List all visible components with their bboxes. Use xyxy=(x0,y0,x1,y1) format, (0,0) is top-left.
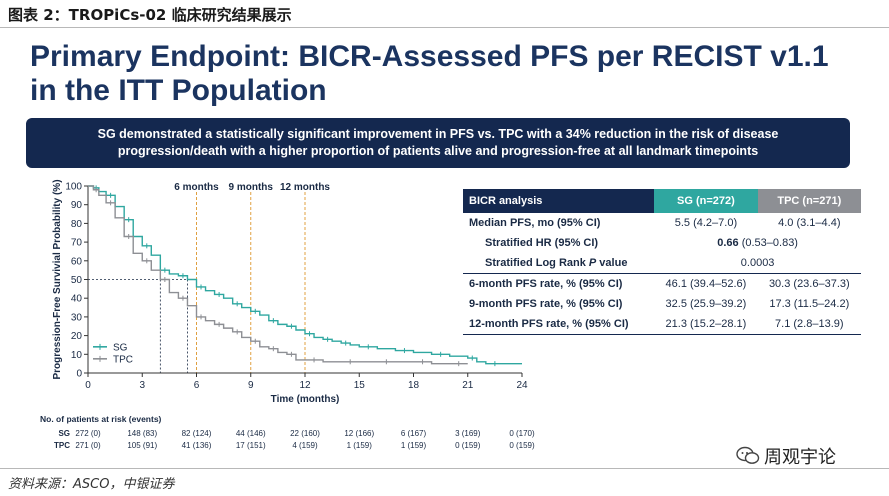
bicr-results-table: BICR analysis SG (n=272) TPC (n=271) Med… xyxy=(463,189,861,335)
y-tick-label: 10 xyxy=(71,350,83,361)
logrank-label-p: P xyxy=(588,257,597,269)
header-bicr-analysis: BICR analysis xyxy=(463,189,655,213)
at-risk-value: 17 (151) xyxy=(236,441,266,450)
figure-caption: 图表 2：TROPiCs-02 临床研究结果展示 xyxy=(8,6,292,24)
cell-sg: 21.3 (15.2–28.1) xyxy=(654,314,758,335)
x-axis-title: Time (months) xyxy=(271,394,340,405)
table-row-9mo: 9-month PFS rate, % (95% CI) 32.5 (25.9–… xyxy=(463,294,861,314)
cell-tpc: 30.3 (23.6–37.3) xyxy=(757,273,861,294)
at-risk-value: 82 (124) xyxy=(182,429,212,438)
at-risk-value: 1 (159) xyxy=(347,441,373,450)
wechat-watermark: 周观宇论 xyxy=(736,443,836,469)
row-label: 12-month PFS rate, % (95% CI) xyxy=(463,314,655,335)
cell-tpc: 4.0 (3.1–4.4) xyxy=(778,217,841,229)
row-label: Median PFS, mo (95% CI) xyxy=(469,217,601,229)
logrank-label-b: value xyxy=(596,257,628,269)
y-tick-label: 20 xyxy=(71,331,83,342)
at-risk-value: 12 (166) xyxy=(344,429,374,438)
y-tick-label: 40 xyxy=(71,294,83,305)
x-tick-label: 24 xyxy=(516,380,528,391)
table-header-row: BICR analysis SG (n=272) TPC (n=271) xyxy=(463,189,861,213)
x-tick-label: 6 xyxy=(194,380,200,391)
figure-source: 资料来源：ASCO，中银证券 xyxy=(8,477,175,492)
at-risk-value: 0 (159) xyxy=(509,441,535,450)
at-risk-value: 272 (0) xyxy=(75,429,101,438)
at-risk-value: 3 (169) xyxy=(455,429,481,438)
cell-sg: 46.1 (39.4–52.6) xyxy=(654,273,758,294)
at-risk-value: 6 (167) xyxy=(401,429,427,438)
table-row-median-pfs: Median PFS, mo (95% CI) 5.5 (4.2–7.0) 4.… xyxy=(463,213,861,233)
slide-title-line2: in the ITT Population xyxy=(30,74,327,107)
x-tick-label: 15 xyxy=(354,380,366,391)
at-risk-value: 271 (0) xyxy=(75,441,101,450)
y-tick-label: 60 xyxy=(71,256,83,267)
slide-title: Primary Endpoint: BICR-Assessed PFS per … xyxy=(30,40,870,108)
row-label: 9-month PFS rate, % (95% CI) xyxy=(469,298,623,310)
y-tick-label: 70 xyxy=(71,238,83,249)
km-curve-sg xyxy=(88,185,522,365)
cell-hr: 0.66 (0.53–0.83) xyxy=(654,233,861,253)
at-risk-value: 41 (136) xyxy=(182,441,212,450)
km-pfs-chart: 6 months 9 months 12 months010203040506070… xyxy=(40,179,535,450)
landmark-label: 6 months xyxy=(174,182,219,193)
y-axis-title: Progression-Free Survivial Probability (… xyxy=(52,179,63,379)
y-tick-label: 90 xyxy=(71,200,83,211)
table-row-6mo: 6-month PFS rate, % (95% CI) 46.1 (39.4–… xyxy=(463,273,861,294)
cell-tpc: 17.3 (11.5–24.2) xyxy=(769,298,850,310)
at-risk-row-label: TPC xyxy=(54,441,70,450)
y-tick-label: 100 xyxy=(65,182,82,193)
x-tick-label: 0 xyxy=(85,380,91,391)
at-risk-value: 22 (160) xyxy=(290,429,320,438)
x-tick-label: 21 xyxy=(462,380,474,391)
at-risk-value: 4 (159) xyxy=(292,441,318,450)
x-tick-label: 3 xyxy=(139,380,145,391)
legend-label-sg: SG xyxy=(113,342,128,353)
cell-pvalue: 0.0003 xyxy=(740,257,775,269)
table-row-hazard-ratio: Stratified HR (95% CI) 0.66 (0.53–0.83) xyxy=(463,233,861,253)
header-tpc: TPC (n=271) xyxy=(757,189,861,213)
cell-sg: 32.5 (25.9–39.2) xyxy=(665,298,747,310)
cell-tpc: 7.1 (2.8–13.9) xyxy=(757,314,861,335)
x-tick-label: 12 xyxy=(299,380,311,391)
x-tick-label: 18 xyxy=(408,380,420,391)
at-risk-row-label: SG xyxy=(58,429,70,438)
row-label: Stratified HR (95% CI) xyxy=(485,237,599,249)
banner-line2: progression/death with a higher proporti… xyxy=(117,144,759,158)
at-risk-value: 0 (159) xyxy=(455,441,481,450)
source-divider xyxy=(0,468,889,469)
wechat-icon xyxy=(736,446,760,464)
row-label: Stratified Log Rank P value xyxy=(463,253,654,274)
y-tick-label: 50 xyxy=(71,275,83,286)
key-finding-banner: SG demonstrated a statistically signific… xyxy=(26,118,850,168)
at-risk-value: 0 (170) xyxy=(509,429,535,438)
y-tick-label: 80 xyxy=(71,219,83,230)
cell-sg: 5.5 (4.2–7.0) xyxy=(674,217,738,229)
at-risk-value: 44 (146) xyxy=(236,429,266,438)
slide-title-line1: Primary Endpoint: BICR-Assessed PFS per … xyxy=(30,40,829,73)
at-risk-value: 148 (83) xyxy=(127,429,157,438)
km-curve-tpc xyxy=(88,185,468,365)
x-tick-label: 9 xyxy=(248,380,254,391)
caption-divider xyxy=(0,27,889,28)
hr-value: 0.66 xyxy=(717,237,739,249)
y-tick-label: 30 xyxy=(71,312,83,323)
banner-line1: SG demonstrated a statistically signific… xyxy=(97,127,779,141)
landmark-label: 12 months xyxy=(280,182,330,193)
row-label: 6-month PFS rate, % (95% CI) xyxy=(463,273,655,294)
hr-ci: (0.53–0.83) xyxy=(738,237,798,249)
watermark-text: 周观宇论 xyxy=(764,447,836,468)
table-row-log-rank: Stratified Log Rank P value 0.0003 xyxy=(463,253,861,274)
at-risk-value: 105 (91) xyxy=(127,441,157,450)
landmark-label: 9 months xyxy=(229,182,274,193)
at-risk-title: No. of patients at risk (events) xyxy=(40,414,162,424)
header-sg: SG (n=272) xyxy=(654,189,758,213)
y-tick-label: 0 xyxy=(76,369,82,380)
table-row-12mo: 12-month PFS rate, % (95% CI) 21.3 (15.2… xyxy=(463,314,861,335)
at-risk-value: 1 (159) xyxy=(401,441,427,450)
logrank-label-a: Stratified Log Rank xyxy=(485,257,589,269)
legend-label-tpc: TPC xyxy=(113,354,133,365)
